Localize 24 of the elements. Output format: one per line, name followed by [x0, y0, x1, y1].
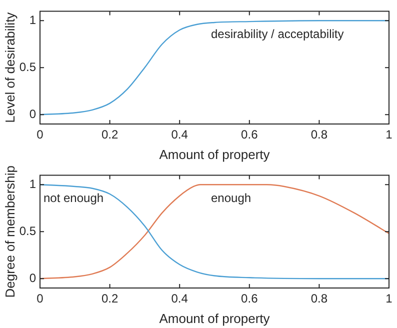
x-tick-label: 0.6 [241, 292, 258, 306]
x-tick-label: 1 [386, 128, 393, 142]
x-tick-label: 1 [386, 292, 393, 306]
y-tick-label: 0.5 [19, 60, 36, 74]
y-tick-label: 0.5 [19, 224, 36, 238]
x-tick-label: 0.4 [171, 292, 188, 306]
x-tick-label: 0.6 [241, 128, 258, 142]
series-label: not enough [43, 191, 104, 206]
x-axis-title: Amount of property [159, 146, 270, 162]
y-axis-title: Degree of membership [2, 165, 18, 298]
x-tick-label: 0.2 [101, 292, 118, 306]
y-tick-label: 0 [29, 270, 36, 285]
y-tick-label: 1 [29, 176, 36, 191]
line-series [40, 184, 389, 280]
series-label: enough [211, 191, 252, 206]
x-tick-label: 0.8 [310, 128, 328, 142]
x-axis-title: Amount of property [159, 310, 270, 326]
y-axis-title: Level of desirability [2, 12, 18, 123]
x-tick-label: 0.2 [101, 128, 118, 142]
x-tick-label: 0.4 [171, 128, 188, 142]
series-label: desirability / acceptability [211, 27, 344, 42]
y-tick-label: 1 [29, 12, 36, 27]
y-tick-label: 0 [29, 106, 36, 121]
x-tick-label: 0.8 [310, 292, 328, 306]
